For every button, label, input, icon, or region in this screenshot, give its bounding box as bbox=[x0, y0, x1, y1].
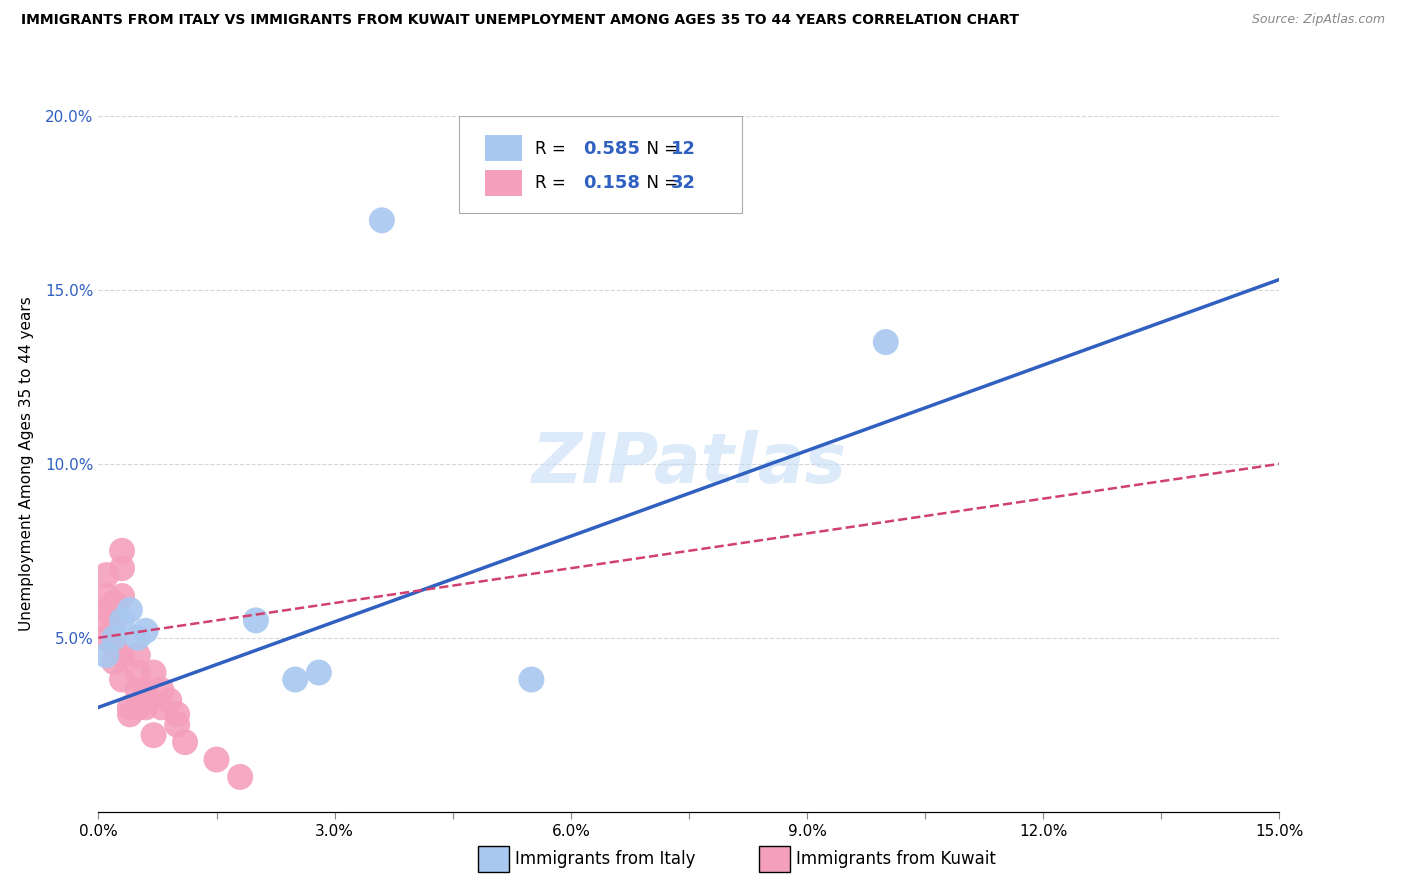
Point bbox=[127, 665, 149, 680]
Point bbox=[166, 717, 188, 731]
Point bbox=[371, 213, 394, 227]
Point bbox=[127, 631, 149, 645]
Point bbox=[174, 735, 197, 749]
Point bbox=[96, 603, 118, 617]
Point bbox=[150, 683, 173, 698]
Point bbox=[142, 665, 165, 680]
Text: N =: N = bbox=[636, 175, 683, 193]
Point bbox=[520, 673, 543, 687]
Point bbox=[875, 334, 897, 349]
Point bbox=[96, 648, 118, 662]
Text: N =: N = bbox=[636, 140, 683, 158]
Point bbox=[142, 728, 165, 742]
Text: 32: 32 bbox=[671, 175, 696, 193]
Point bbox=[150, 700, 173, 714]
Point bbox=[103, 596, 125, 610]
Point bbox=[127, 700, 149, 714]
Point bbox=[118, 603, 141, 617]
Point bbox=[135, 683, 157, 698]
Y-axis label: Unemployment Among Ages 35 to 44 years: Unemployment Among Ages 35 to 44 years bbox=[20, 296, 34, 632]
Point bbox=[111, 648, 134, 662]
Text: R =: R = bbox=[536, 175, 576, 193]
Point bbox=[111, 543, 134, 558]
Text: 0.585: 0.585 bbox=[582, 140, 640, 158]
Point bbox=[157, 693, 180, 707]
Point bbox=[118, 700, 141, 714]
Text: ZIPatlas: ZIPatlas bbox=[531, 430, 846, 498]
Point bbox=[111, 614, 134, 628]
Point bbox=[135, 700, 157, 714]
Point bbox=[229, 770, 252, 784]
Point bbox=[118, 707, 141, 722]
Point bbox=[135, 624, 157, 638]
Point bbox=[103, 655, 125, 669]
FancyBboxPatch shape bbox=[485, 135, 523, 161]
Point bbox=[103, 631, 125, 645]
Point bbox=[308, 665, 330, 680]
Text: R =: R = bbox=[536, 140, 571, 158]
Point bbox=[127, 683, 149, 698]
Point bbox=[96, 589, 118, 603]
Text: Immigrants from Italy: Immigrants from Italy bbox=[515, 850, 695, 868]
Point bbox=[103, 614, 125, 628]
Text: 12: 12 bbox=[671, 140, 696, 158]
Text: Source: ZipAtlas.com: Source: ZipAtlas.com bbox=[1251, 13, 1385, 27]
Point bbox=[166, 707, 188, 722]
Point bbox=[284, 673, 307, 687]
Point bbox=[245, 614, 267, 628]
Point bbox=[111, 589, 134, 603]
Point bbox=[103, 638, 125, 652]
Text: IMMIGRANTS FROM ITALY VS IMMIGRANTS FROM KUWAIT UNEMPLOYMENT AMONG AGES 35 TO 44: IMMIGRANTS FROM ITALY VS IMMIGRANTS FROM… bbox=[21, 13, 1019, 28]
Text: Immigrants from Kuwait: Immigrants from Kuwait bbox=[796, 850, 995, 868]
FancyBboxPatch shape bbox=[485, 169, 523, 196]
Point bbox=[111, 673, 134, 687]
Point bbox=[96, 568, 118, 582]
Text: 0.158: 0.158 bbox=[582, 175, 640, 193]
FancyBboxPatch shape bbox=[458, 116, 742, 213]
Point bbox=[205, 753, 228, 767]
Point bbox=[127, 648, 149, 662]
Point bbox=[96, 631, 118, 645]
Point bbox=[111, 561, 134, 575]
Point bbox=[96, 614, 118, 628]
